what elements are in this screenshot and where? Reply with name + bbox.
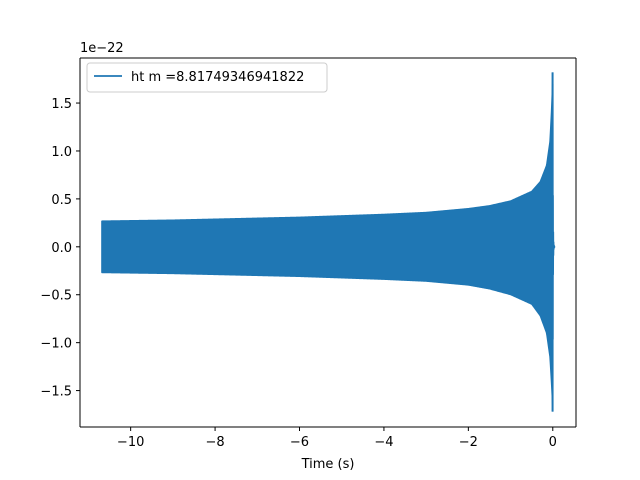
x-tick-label: −8	[205, 435, 224, 450]
y-tick-label: 1.5	[51, 97, 72, 112]
y-tick-label: −0.5	[40, 289, 72, 304]
x-tick-label: −10	[117, 435, 144, 450]
y-tick-label: −1.5	[40, 385, 72, 400]
y-tick-label: 0.5	[51, 193, 72, 208]
y-offset-text: 1e−22	[80, 41, 124, 56]
x-tick-label: −2	[459, 435, 478, 450]
axes-frame	[79, 57, 577, 428]
y-tick-label: −1.0	[40, 337, 72, 352]
y-tick-label: 1.0	[51, 145, 72, 160]
legend: ht m =8.81749346941822	[86, 62, 328, 93]
legend-label: ht m =8.81749346941822	[131, 70, 304, 85]
x-tick-label: −4	[374, 435, 393, 450]
y-tick-label: 0.0	[51, 241, 72, 256]
x-axis-label: Time (s)	[301, 457, 355, 472]
plot-area	[101, 72, 556, 412]
x-tick-label: −6	[290, 435, 309, 450]
y-axis-ticks: −1.5 −1.0 −0.5 0.0 0.5 1.0 1.5	[40, 97, 80, 400]
x-tick-label: 0	[549, 435, 557, 450]
x-axis-ticks: −10 −8 −6 −4 −2 0	[117, 427, 557, 450]
legend-box	[86, 62, 328, 93]
